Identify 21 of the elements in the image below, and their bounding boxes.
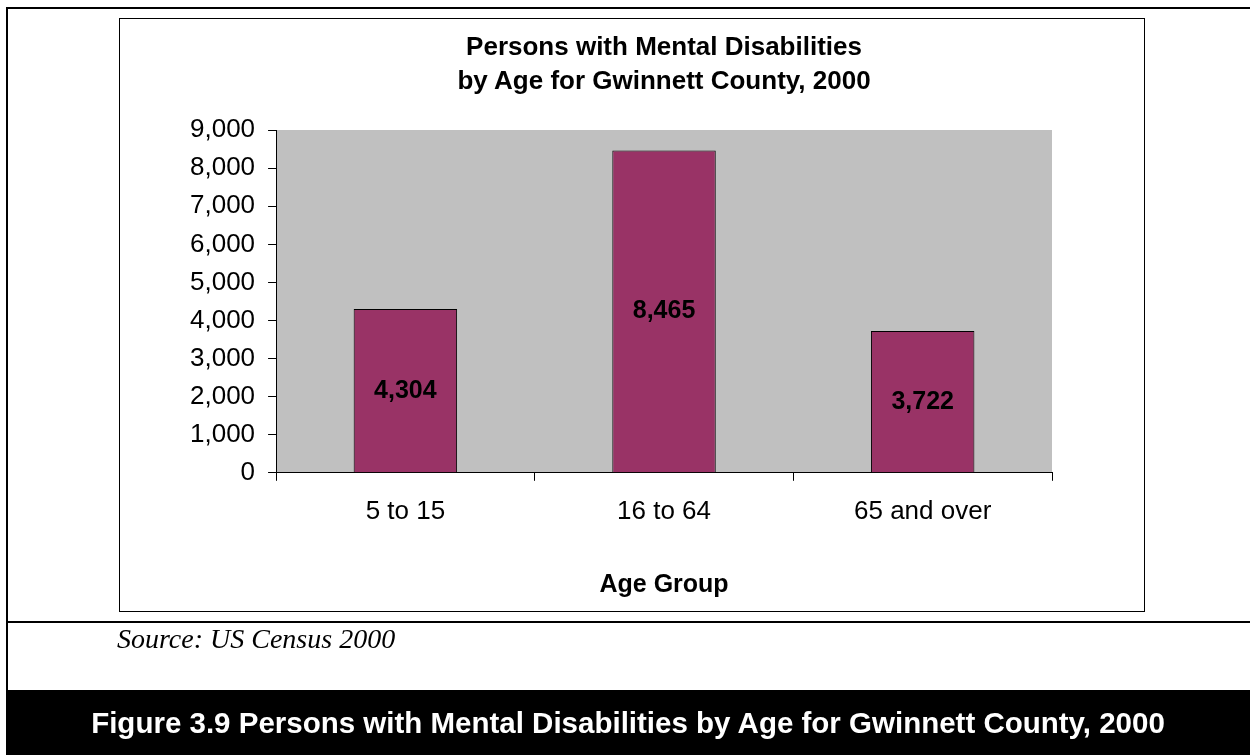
x-axis-title: Age Group <box>599 568 729 597</box>
data-label: 4,304 <box>374 374 437 403</box>
y-tick-label: 0 <box>240 455 256 486</box>
caption: Figure 3.9 Persons with Mental Disabilities by Age for Gwinnett County, 2000 <box>91 705 1165 740</box>
x-tick-label: 16 to 64 <box>617 494 712 525</box>
y-tick-label: 4,000 <box>189 303 256 334</box>
x-tick-label: 5 to 15 <box>365 494 446 525</box>
data-label: 3,722 <box>891 385 954 414</box>
y-tick-label: 7,000 <box>189 189 256 220</box>
y-tick-label: 9,000 <box>189 113 256 144</box>
data-label: 8,465 <box>632 295 696 324</box>
y-tick-label: 6,000 <box>189 227 256 258</box>
x-tick-label: 65 and over <box>854 494 992 525</box>
y-tick-label: 5,000 <box>189 265 256 296</box>
y-tick-label: 2,000 <box>189 379 256 410</box>
chart-title: Persons with Mental Disabilities by Age for Gwinnett County, 2000 <box>457 31 871 96</box>
y-tick-label: 8,000 <box>189 151 256 182</box>
caption-banner: Figure 3.9 Persons with Mental Disabilities by Age for Gwinnett County, 2000 <box>6 690 1250 755</box>
y-tick-label: 1,000 <box>189 417 256 448</box>
source-note: Source: US Census 2000 <box>117 623 396 655</box>
y-tick-label: 3,000 <box>189 341 256 372</box>
